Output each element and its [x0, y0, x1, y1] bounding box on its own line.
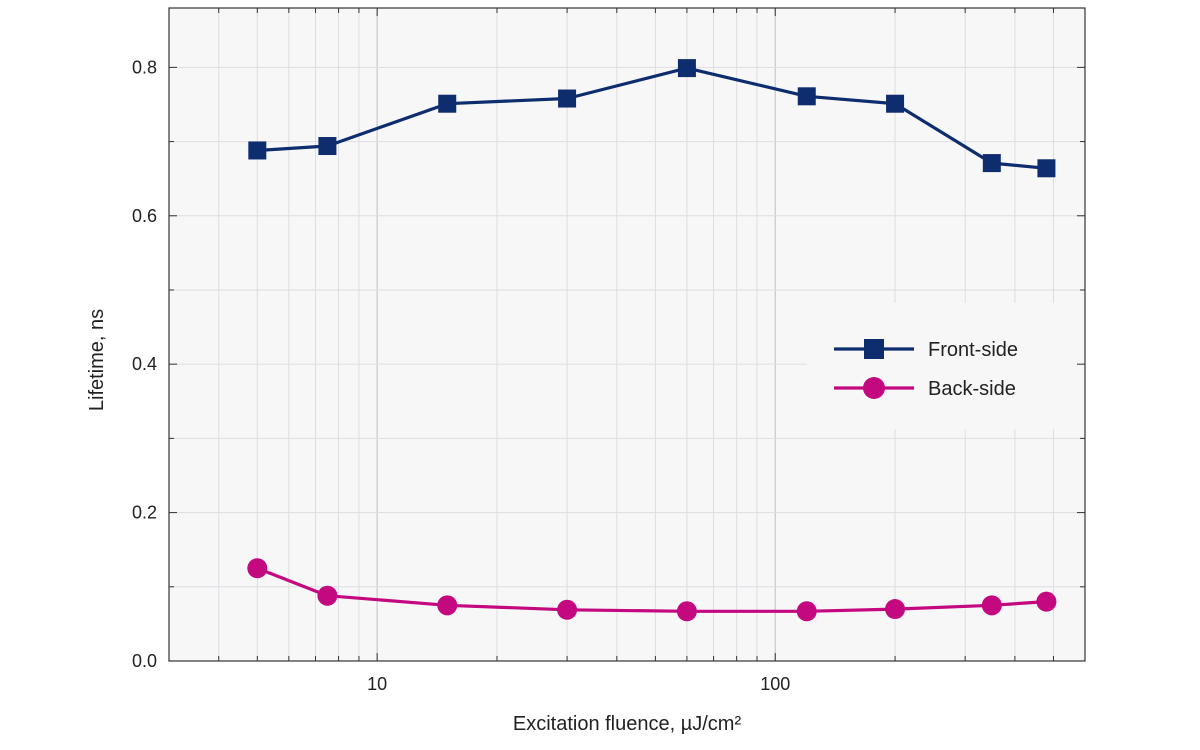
x-axis-label: Excitation fluence, µJ/cm²: [513, 713, 742, 735]
series-layer: [247, 59, 1057, 622]
y-tick-label: 0.4: [132, 354, 157, 374]
y-axis-label: Lifetime, ns: [86, 309, 108, 411]
series-back-side: [247, 558, 1057, 622]
data-point: [437, 595, 458, 616]
data-point: [677, 59, 696, 78]
data-point: [318, 137, 337, 156]
y-tick-label: 0.8: [132, 57, 157, 77]
series-front-side: [248, 59, 1056, 178]
data-point: [247, 558, 268, 579]
legend-marker: [864, 339, 884, 359]
y-tick-label: 0.0: [132, 651, 157, 671]
legend-label: Back-side: [928, 378, 1016, 400]
y-tick-label: 0.6: [132, 206, 157, 226]
x-tick-label: 100: [760, 674, 790, 694]
data-point: [981, 595, 1002, 616]
data-point: [558, 89, 577, 108]
data-point: [438, 94, 457, 113]
data-point: [1036, 591, 1057, 612]
y-tick-label: 0.2: [132, 503, 157, 523]
x-tick-label: 10: [367, 674, 387, 694]
ticks: 0.0 0.2 0.4 0.6 0.8 10 100: [132, 8, 1086, 694]
data-point: [885, 599, 906, 620]
legend: Front-side Back-side: [834, 339, 1018, 400]
data-point: [1037, 159, 1056, 178]
data-point: [797, 87, 816, 106]
data-point: [317, 585, 338, 606]
data-point: [557, 599, 578, 620]
data-point: [796, 601, 817, 622]
data-point: [248, 141, 267, 160]
legend-label: Front-side: [928, 339, 1018, 361]
data-point: [676, 601, 697, 622]
legend-background: [807, 303, 1079, 429]
plot-frame: [168, 7, 1086, 662]
legend-marker: [863, 377, 885, 399]
data-point: [886, 94, 905, 113]
data-point: [982, 154, 1001, 173]
